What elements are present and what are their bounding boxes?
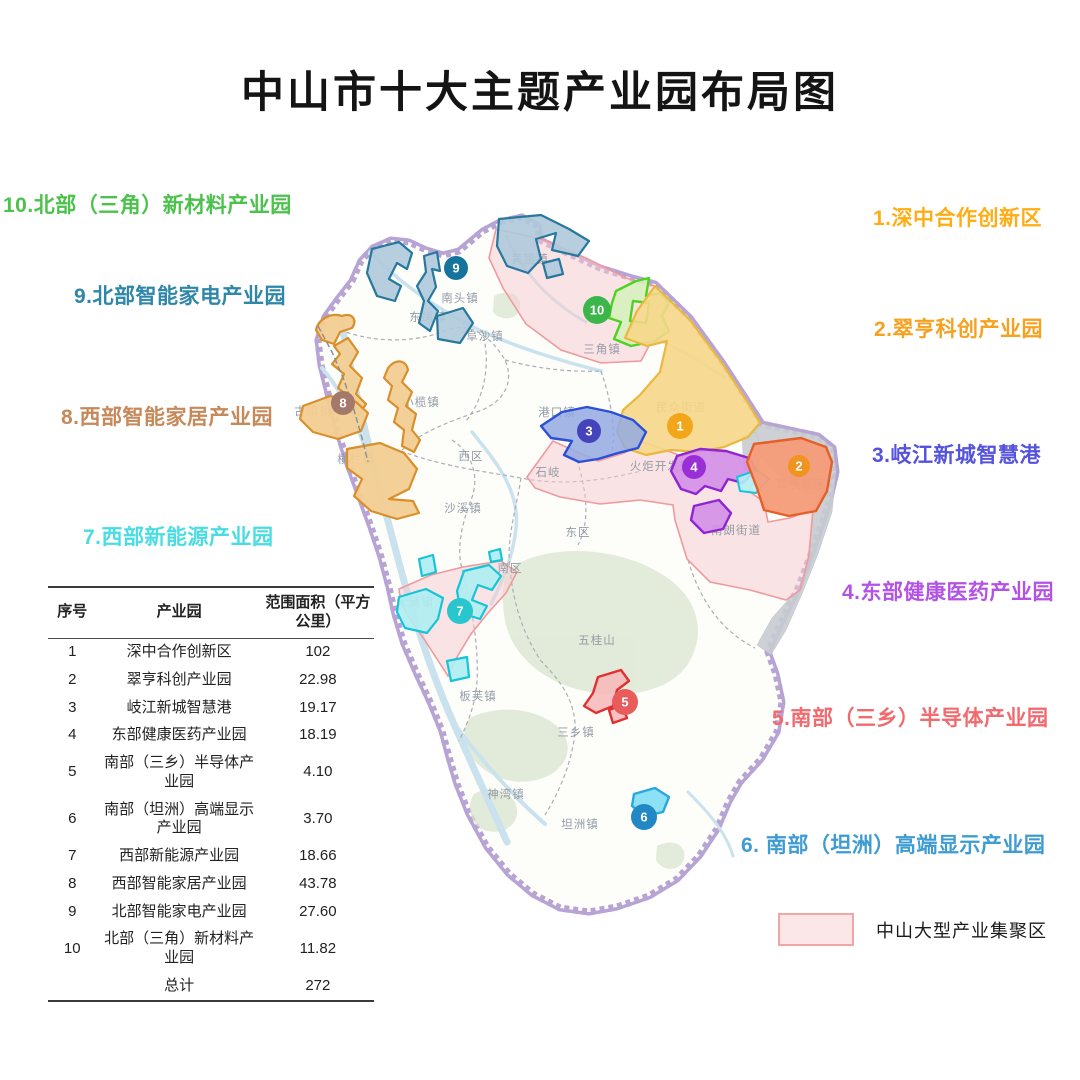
park-marker-circle xyxy=(444,256,468,280)
header-area: 范围面积（平方公里） xyxy=(261,586,374,639)
table-row: 5 南部（三乡）半导体产业园 4.10 xyxy=(68,754,333,790)
region-2-cuiheng-sci-tech xyxy=(745,436,834,518)
town-label: 小榄镇 xyxy=(402,395,440,409)
park-marker-9: 9 xyxy=(444,256,468,280)
svg-text:3: 3 xyxy=(585,424,592,439)
park-marker-circle xyxy=(667,413,693,439)
region-4-east-health-medicine xyxy=(669,447,770,535)
park-label-left-3: 7.西部新能源产业园 xyxy=(83,526,274,549)
table-row: 4 东部健康医药产业园 18.19 xyxy=(68,726,337,744)
park-marker-circle xyxy=(447,598,473,624)
svg-text:10: 10 xyxy=(590,303,604,318)
park-marker-8: 8 xyxy=(331,391,355,415)
park-marker-3: 3 xyxy=(577,419,601,443)
table-row: 8 西部智能家居产业园 43.78 xyxy=(68,874,337,892)
park-label-left-0: 10.北部（三角）新材料产业园 xyxy=(3,194,292,217)
park-label-right-5: 6. 南部（坦洲）高端显示产业园 xyxy=(741,834,1046,857)
town-label: 东区 xyxy=(566,526,591,539)
park-label-left-1: 9.北部智能家电产业园 xyxy=(74,285,287,308)
area-table: 序号 产业园 范围面积（平方公里） 1 深中合作创新区 102 2 翠亨科创产业园 22.… xyxy=(48,586,374,1002)
park-marker-7: 7 xyxy=(447,598,473,624)
legend-cluster-swatch xyxy=(778,913,854,946)
park-label-right-1: 2.翠亨科创产业园 xyxy=(874,318,1044,341)
park-label-right-3: 4.东部健康医药产业园 xyxy=(842,581,1055,604)
svg-text:9: 9 xyxy=(452,261,459,276)
park-marker-2: 2 xyxy=(788,455,810,477)
hill-areas xyxy=(464,292,698,869)
park-marker-4: 4 xyxy=(682,455,706,479)
svg-text:5: 5 xyxy=(621,695,628,710)
park-marker-5: 5 xyxy=(612,689,638,715)
svg-text:7: 7 xyxy=(456,604,463,619)
park-marker-circle xyxy=(577,419,601,443)
town-label: 三乡镇 xyxy=(557,725,595,739)
park-label-right-0: 1.深中合作创新区 xyxy=(873,207,1043,230)
park-marker-10: 10 xyxy=(583,296,611,324)
park-marker-circle xyxy=(331,391,355,415)
table-row: 总计 272 xyxy=(48,972,374,1002)
table-row: 6 南部（坦洲）高端显示产业园 3.70 xyxy=(68,800,333,837)
page-title: 中山市十大主题产业园布局图 xyxy=(241,69,839,117)
town-label: 板芙镇 xyxy=(459,689,497,703)
table-row: 7 西部新能源产业园 18.66 xyxy=(68,847,337,864)
region-1-shenzhong-innovation xyxy=(615,284,762,457)
park-marker-circle xyxy=(612,689,638,715)
legend-cluster-label: 中山大型产业集聚区 xyxy=(876,920,1047,941)
header-index: 序号 xyxy=(48,586,97,639)
park-label-left-2: 8.西部智能家居产业园 xyxy=(61,406,274,429)
town-label: 阜沙镇 xyxy=(466,329,504,343)
town-label: 三角镇 xyxy=(583,342,621,356)
region-9-north-smart-appliance xyxy=(365,213,591,345)
town-label: 石岐 xyxy=(536,466,561,479)
park-label-right-2: 3.岐江新城智慧港 xyxy=(872,444,1042,467)
table-row: 9 北部智能家电产业园 27.60 xyxy=(68,902,337,920)
svg-text:1: 1 xyxy=(676,419,683,434)
svg-text:4: 4 xyxy=(690,460,698,475)
table-row: 10 北部（三角）新材料产业园 11.82 xyxy=(63,930,337,966)
town-label: 五桂山 xyxy=(578,633,616,647)
header-park-name: 产业园 xyxy=(96,586,262,639)
town-label: 神湾镇 xyxy=(487,787,525,801)
town-label: 南头镇 xyxy=(441,291,479,305)
table-header-row: 序号 产业园 范围面积（平方公里） xyxy=(48,586,374,639)
park-marker-1: 1 xyxy=(667,413,693,439)
town-label: 西区 xyxy=(459,451,484,463)
town-label: 南区 xyxy=(498,561,523,575)
svg-text:6: 6 xyxy=(640,810,647,825)
park-marker-circle xyxy=(583,296,611,324)
park-marker-circle xyxy=(631,804,657,830)
table-row: 2 翠亨科创产业园 22.98 xyxy=(68,670,337,688)
town-label: 沙溪镇 xyxy=(444,501,482,515)
park-label-right-4: 5.南部（三乡）半导体产业园 xyxy=(772,707,1049,730)
park-marker-6: 6 xyxy=(631,804,657,830)
svg-text:2: 2 xyxy=(795,459,802,474)
town-label: 坦洲镇 xyxy=(561,817,599,831)
park-marker-circle xyxy=(682,455,706,479)
table-row: 3 岐江新城智慧港 19.17 xyxy=(68,698,337,716)
legend: 中山大型产业集聚区 xyxy=(778,913,1047,946)
park-marker-circle xyxy=(788,455,810,477)
region-8-west-smart-home xyxy=(298,313,422,521)
table-row: 1 深中合作创新区 102 xyxy=(68,643,331,660)
svg-text:8: 8 xyxy=(339,396,346,411)
park-markers: 1 2 3 4 5 6 7 8 9 10 xyxy=(331,256,810,830)
